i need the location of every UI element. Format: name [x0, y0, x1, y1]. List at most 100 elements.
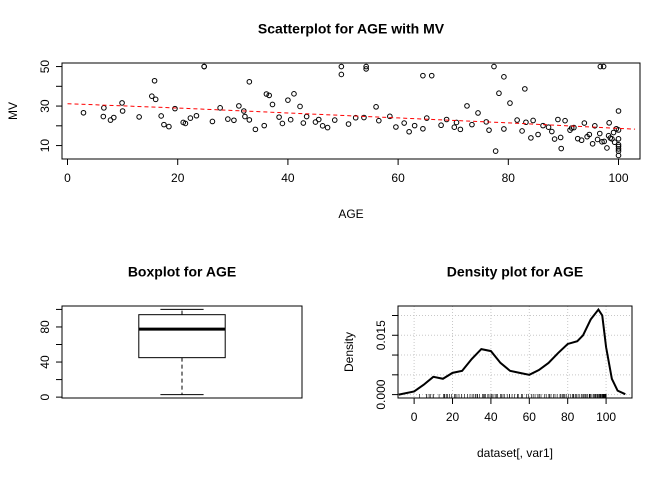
point [324, 124, 331, 131]
point [492, 148, 499, 154]
point [406, 128, 412, 135]
point [261, 122, 268, 129]
point [453, 119, 460, 126]
point [578, 137, 585, 144]
point [464, 103, 470, 109]
point [600, 63, 607, 70]
point [501, 126, 507, 132]
point [338, 63, 345, 70]
point [246, 78, 253, 85]
point [338, 71, 345, 78]
point [187, 115, 194, 121]
y-tick-label: 50 [38, 60, 52, 74]
point [209, 118, 216, 125]
point [606, 120, 612, 126]
y-axis-label: Density [342, 332, 356, 372]
point [597, 63, 604, 70]
chart-title: Scatterplot for AGE with MV [258, 21, 445, 37]
point [361, 114, 367, 121]
point [457, 126, 464, 133]
point [562, 117, 568, 124]
point [363, 63, 369, 70]
point [300, 120, 307, 126]
point [615, 148, 622, 154]
point [615, 136, 622, 142]
point [423, 115, 430, 121]
point [555, 116, 561, 123]
point [166, 123, 172, 130]
point [428, 72, 435, 79]
point [594, 136, 601, 143]
point [610, 129, 617, 136]
point [373, 104, 379, 110]
point [522, 86, 528, 92]
plot-frame [61, 62, 641, 160]
point [507, 100, 513, 106]
point [609, 136, 615, 142]
point [611, 139, 618, 146]
point [158, 113, 164, 119]
point [269, 101, 276, 108]
point [182, 120, 189, 127]
point [411, 122, 418, 129]
point [319, 123, 326, 129]
point [596, 130, 603, 137]
point [491, 63, 497, 70]
y-tick-label: 10 [38, 139, 52, 153]
point [231, 117, 237, 124]
point [599, 139, 605, 145]
point [110, 114, 117, 121]
point [101, 105, 107, 111]
point [242, 113, 248, 120]
point [549, 128, 555, 135]
point [152, 96, 159, 103]
point [246, 117, 253, 123]
x-tick-label: 40 [484, 410, 498, 424]
point [438, 122, 444, 129]
trend-line [67, 103, 636, 130]
point [363, 66, 369, 72]
point [615, 146, 622, 152]
point [443, 116, 450, 123]
y-tick-label: 0.015 [374, 320, 388, 350]
point [161, 121, 167, 128]
x-tick-label: 100 [596, 410, 616, 424]
point [545, 124, 552, 130]
point [523, 119, 529, 126]
y-axis-label: MV [6, 102, 20, 120]
y-tick-label: 40 [38, 355, 52, 369]
point [540, 122, 546, 129]
point [331, 117, 338, 123]
point [387, 113, 393, 120]
point [315, 116, 322, 123]
x-axis-label: AGE [338, 207, 363, 221]
point [252, 126, 259, 133]
point [149, 93, 155, 99]
point [393, 124, 399, 130]
x-tick-label: 60 [523, 410, 537, 424]
x-tick-label: 80 [561, 410, 575, 424]
point [376, 117, 382, 124]
point [276, 114, 282, 120]
x-axis-label: dataset[, var1] [477, 446, 553, 460]
chart-title: Boxplot for AGE [128, 264, 236, 280]
point [291, 91, 297, 97]
point [535, 131, 541, 138]
density-line [398, 307, 626, 396]
x-tick-label: 80 [502, 171, 516, 185]
plot-frame [61, 305, 303, 399]
y-tick-label: 80 [38, 320, 52, 334]
x-tick-label: 0 [64, 171, 71, 185]
point [236, 103, 242, 109]
point [571, 124, 577, 131]
point [119, 100, 125, 106]
point [345, 121, 352, 127]
point [100, 113, 107, 120]
chart-title: Density plot for AGE [447, 264, 583, 280]
point [172, 105, 178, 112]
point [475, 110, 481, 116]
point [287, 116, 294, 123]
x-tick-label: 0 [411, 410, 418, 424]
